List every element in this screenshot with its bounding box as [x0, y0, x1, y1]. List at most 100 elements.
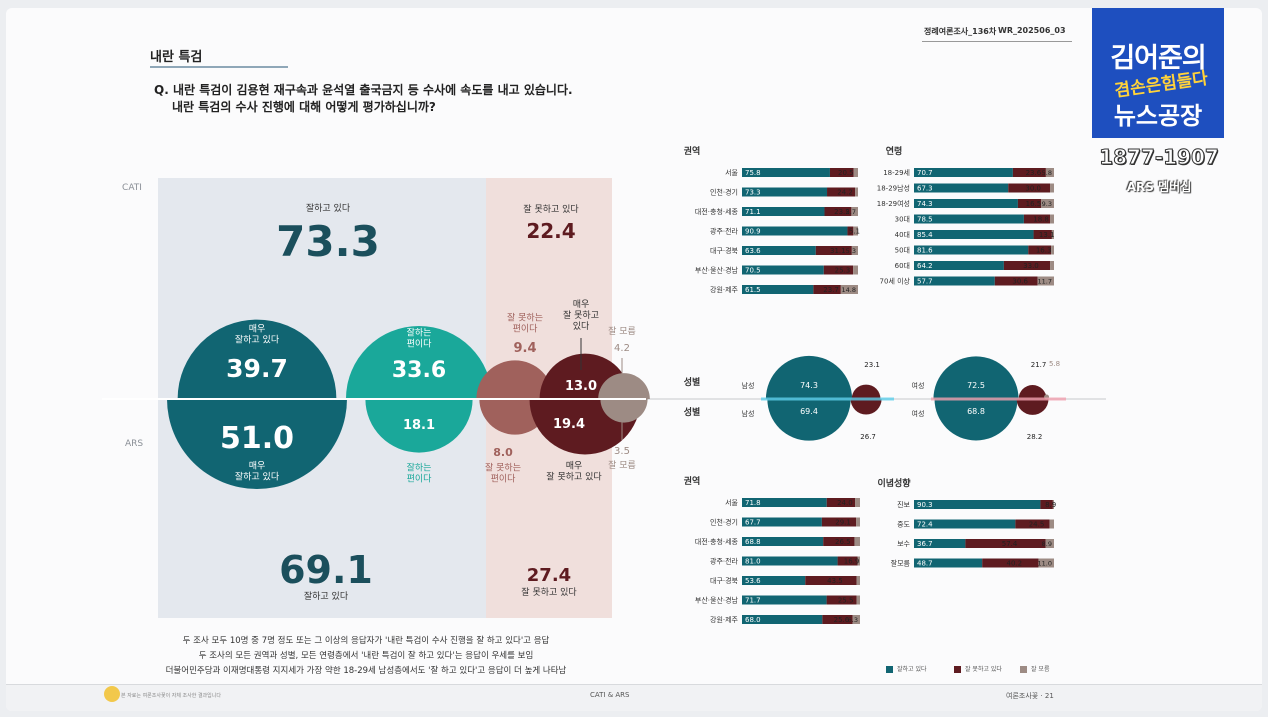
ars-region-val-good: 71.7: [745, 597, 761, 605]
ars-region-bar-bad: [823, 537, 855, 546]
cati-age-bar-bad: [1003, 261, 1051, 270]
ars-region-row-label: 대구·경북: [710, 576, 739, 585]
cati-region-val-bad: 25.3: [835, 267, 851, 275]
legend-dk-label: 잘 모름: [1031, 666, 1050, 673]
male-ars-good-bubble: [767, 399, 851, 441]
cati-age-bar-dk: [1050, 261, 1054, 270]
ars-region-row-label: 광주·전라: [710, 557, 739, 566]
ars-region-bar-dk: [856, 576, 860, 585]
ars-region-val-good: 68.8: [745, 538, 761, 546]
cati-age-val-good: 67.3: [917, 185, 933, 193]
ars-ideology-bar-good: [914, 519, 1016, 529]
brand-flower-icon: [104, 686, 120, 702]
cati-very-good-label: 매우 잘하고 있다: [235, 324, 280, 346]
cati-age-val-bad: 30.0: [1025, 185, 1041, 193]
ars-region-row-label: 부산·울산·경남: [695, 596, 739, 605]
female-ars-bad-value: 28.2: [1027, 433, 1043, 441]
ars-region-bar-bad: [826, 498, 856, 507]
ars-ideology-title: 이념성향: [877, 477, 911, 489]
cati-age-row-label: 18-29남성: [877, 184, 910, 193]
cati-age-bar-good: [914, 230, 1034, 239]
ars-ideology-val-bad: 8.9: [1045, 501, 1056, 509]
ars-region-bar-dk: [854, 537, 860, 546]
ars-region-val-bad: 43.5: [827, 577, 843, 585]
cati-region-row-label: 인천·경기: [710, 188, 738, 197]
survey-name: 정례여론조사_136차: [924, 27, 997, 36]
cati-region-bar-good: [742, 226, 848, 236]
phone-number: 1877-1907: [1099, 145, 1220, 170]
cati-age-val-bad: 16.3: [1036, 247, 1052, 255]
cati-region-val-good: 63.6: [745, 247, 761, 255]
ars-region-val-good: 67.7: [745, 519, 761, 527]
cati-region-bar-good: [742, 265, 824, 275]
ars-good-value: 18.1: [403, 418, 435, 433]
cati-age-bar-good: [914, 245, 1029, 255]
ars-region-val-dk: 6.3: [848, 616, 858, 624]
cati-age-bar-good: [914, 183, 1009, 193]
cati-region-bar-dk: [851, 246, 858, 255]
ars-region-val-good: 71.8: [745, 499, 761, 507]
ars-good-label-bubble: 잘하는 편이다: [407, 462, 433, 485]
ars-bad-label: 잘 못하고 있다: [521, 586, 577, 598]
cati-bad-total: 22.4: [526, 219, 575, 243]
cati-region-bar-bad: [813, 285, 841, 294]
ars-ideology-val-bad: 24.5: [1029, 521, 1045, 529]
cati-region-bar-good: [742, 246, 816, 255]
summary-notes: 두 조사 모두 10명 중 7명 정도 또는 그 이상의 응답자가 '내란 특검…: [126, 634, 606, 679]
male-cati-good-value: 74.3: [800, 381, 818, 390]
ars-ideology-bar-dk: [1038, 558, 1054, 568]
cati-region-val-bad: 31.1: [830, 247, 846, 255]
cati-age-row-label: 18-29세: [883, 168, 910, 177]
cati-bubble-bad: [476, 360, 554, 399]
ars-region-bar-dk: [856, 517, 860, 527]
ars-bubble-dk: [600, 399, 648, 423]
cati-age-row-label: 60대: [895, 262, 910, 270]
ars-region-val-bad: 29.1: [835, 519, 851, 527]
male-cati-good-bubble: [765, 355, 853, 399]
cati-region-row-label: 대전·충청·세종: [695, 207, 739, 216]
legend-good: 잘하고 있다: [886, 664, 927, 673]
cati-region-val-bad: 5.1: [849, 228, 860, 236]
cati-very-good-value: 39.7: [226, 354, 288, 383]
cati-age-row-label: 40대: [895, 231, 910, 239]
ars-ideology-val-bad: 57.4: [1002, 540, 1018, 548]
female-cati-good-value: 72.5: [967, 381, 985, 390]
cati-bubble-good: [345, 325, 493, 399]
ars-region-val-good: 81.0: [745, 558, 761, 566]
cati-age-bar-bad: [1012, 168, 1046, 177]
gender-title-top: 성별: [684, 376, 701, 388]
ars-region-bar-dk: [852, 615, 860, 624]
footer-disclaimer: 본 자료는 여론조사꽃이 자체 조사한 결과입니다: [121, 693, 221, 699]
cati-age-bar-good: [914, 214, 1024, 224]
cati-very-bad-label: 매우 잘 못하고 있다: [563, 299, 599, 332]
gender-title-bottom: 성별: [684, 406, 701, 418]
note-line-3: 더불어민주당과 이재명대통령 지지세가 가장 약한 18-29세 남성층에서도 …: [165, 666, 567, 676]
ars-region-bar-good: [742, 517, 822, 527]
cati-region-val-bad: 23.2: [834, 208, 850, 216]
ars-region-bar-dk: [855, 498, 860, 507]
cati-region-bar-good: [742, 187, 828, 197]
cati-region-val-good: 61.5: [745, 286, 761, 294]
cati-region-row-label: 대구·경북: [710, 246, 739, 255]
cati-side-label: CATI: [122, 183, 142, 193]
ars-region-bar-dk: [856, 595, 860, 605]
cati-age-bar-dk: [1037, 276, 1054, 286]
ars-ideology-bar-good: [914, 500, 1041, 509]
cati-good-label: 잘하고 있다: [306, 202, 351, 214]
ars-region-val-bad: 25.6: [834, 616, 850, 624]
cati-age-val-bad: 16.5: [1026, 200, 1042, 208]
ars-ideology-bar-good: [914, 539, 966, 548]
ars-region-val-good: 53.6: [745, 577, 761, 585]
ars-ideology-bar-dk: [1045, 539, 1054, 548]
cati-age-val-good: 74.3: [917, 200, 933, 208]
ars-ideology-val-good: 90.3: [917, 501, 933, 509]
cati-age-val-good: 78.5: [917, 216, 933, 224]
ars-region-val-bad: 26.5: [835, 538, 851, 546]
male-ars-bad-value: 26.7: [860, 433, 876, 441]
legend-good-swatch: [886, 666, 893, 673]
ars-ideology-bar-good: [914, 558, 983, 568]
cati-region-bar-good: [742, 168, 830, 177]
cati-age-row-label: 50대: [895, 247, 910, 255]
ars-ideology-bar-bad: [982, 558, 1039, 568]
cati-region-bar-dk: [853, 226, 858, 236]
